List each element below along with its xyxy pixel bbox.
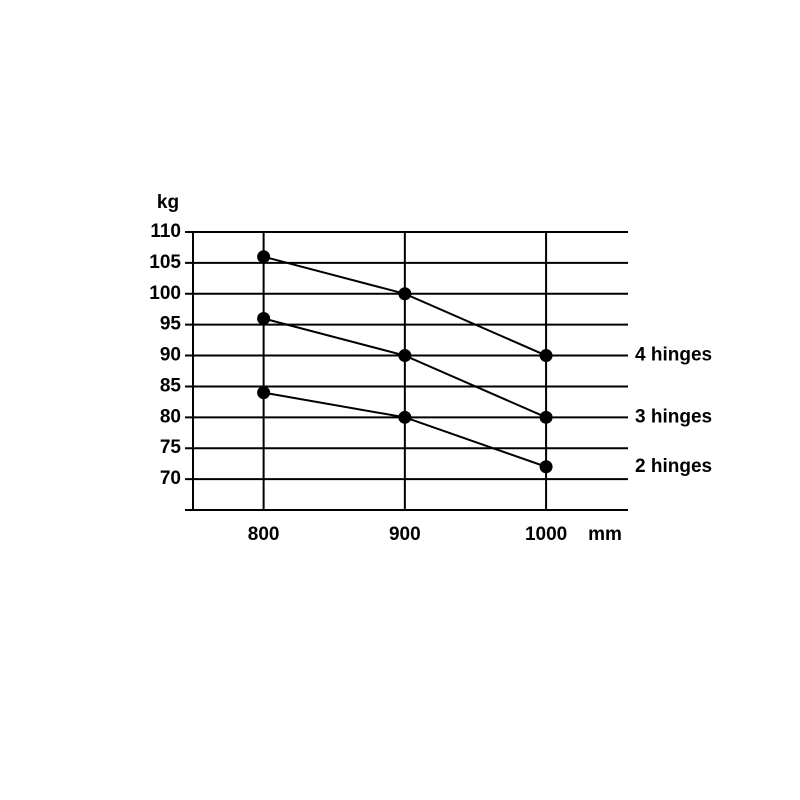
y-tick-label: 85 — [160, 375, 182, 396]
data-point — [257, 250, 271, 264]
x-tick-label: 1000 — [525, 524, 567, 545]
data-point — [398, 349, 412, 363]
y-tick-label: 90 — [160, 345, 181, 366]
y-tick-label: 100 — [149, 283, 181, 304]
y-tick-label: 70 — [160, 468, 181, 489]
series-label: 3 hinges — [635, 406, 712, 427]
data-point — [398, 287, 412, 301]
y-tick-label: 75 — [160, 437, 182, 458]
data-point — [257, 311, 271, 325]
data-point — [398, 410, 412, 424]
y-axis-label: kg — [157, 192, 179, 213]
x-tick-label: 800 — [248, 524, 280, 545]
data-point — [539, 460, 553, 474]
y-tick-label: 80 — [160, 406, 181, 427]
data-point — [539, 349, 553, 363]
x-axis-label: mm — [588, 524, 622, 545]
series-label: 2 hinges — [635, 456, 712, 477]
series-label: 4 hinges — [635, 345, 712, 366]
data-point — [539, 410, 553, 424]
data-point — [257, 386, 271, 400]
x-tick-label: 900 — [389, 524, 421, 545]
y-tick-label: 110 — [150, 221, 181, 242]
y-tick-label: 95 — [160, 314, 182, 335]
y-tick-label: 105 — [149, 252, 181, 273]
